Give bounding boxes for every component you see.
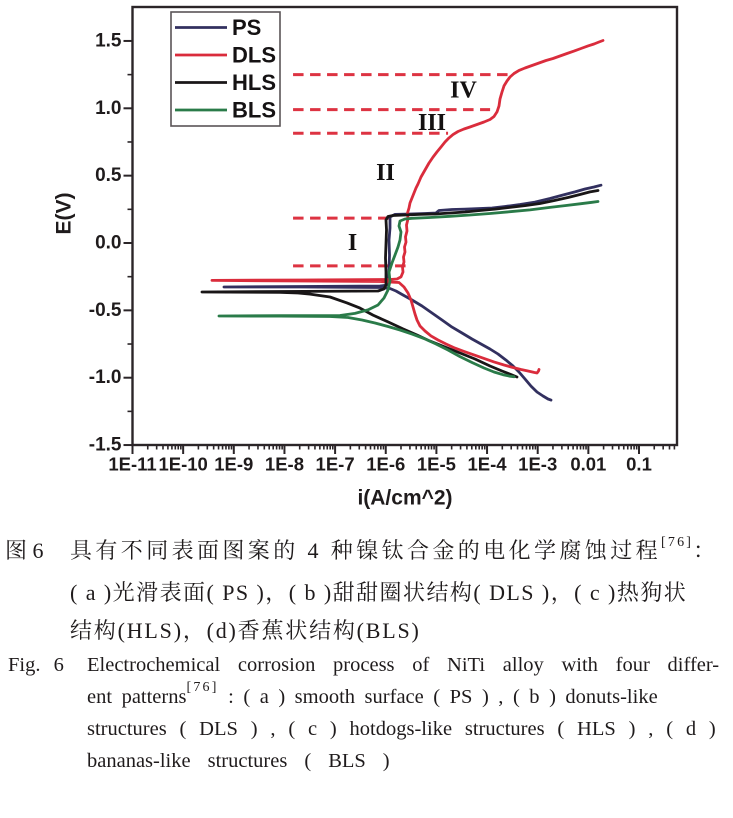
y-tick-label: 1.0 bbox=[95, 98, 121, 119]
region-label-ii: II bbox=[376, 160, 395, 186]
y-tick-label: 0.5 bbox=[95, 165, 122, 186]
legend-box bbox=[170, 11, 281, 127]
region-label-iii: III bbox=[418, 110, 446, 136]
x-tick-label: 1E-6 bbox=[366, 454, 405, 475]
y-tick-label: -1.5 bbox=[89, 435, 122, 456]
polarization-chart: 1E-11 1E-10 1E-9 1E-8 1E-7 1E-6 1E-5 1E-4 1E-3 0.… bbox=[53, 5, 679, 510]
caption-zh-line1-colon: ： bbox=[693, 538, 719, 563]
x-axis-title: i(A/cm^2) bbox=[357, 487, 452, 510]
plot-frame bbox=[131, 5, 679, 447]
y-tick-label: 0.0 bbox=[95, 233, 121, 254]
polarization-curves bbox=[200, 39, 605, 402]
x-tick-label: 1E-3 bbox=[518, 454, 557, 475]
caption-en-line4: bananas-like structures ( BLS ) bbox=[87, 750, 390, 772]
legend-label-ps: PS bbox=[232, 15, 261, 40]
x-axis-tick-labels: 1E-11 1E-10 1E-9 1E-8 1E-7 1E-6 1E-5 1E-4 1E-3 0.… bbox=[108, 454, 652, 475]
region-label-i: I bbox=[348, 230, 357, 256]
dashed-region-guides bbox=[293, 73, 509, 268]
x-tick-label: 0.1 bbox=[626, 454, 652, 475]
caption-zh-line2: ( a )光滑表面( PS )，( b )甜甜圈状结构( DLS )，( c )… bbox=[70, 580, 688, 605]
caption-zh-ref-superscript: [76] bbox=[661, 535, 694, 550]
x-tick-label: 1E-9 bbox=[214, 454, 253, 475]
caption-en-ref-superscript: [76] bbox=[186, 680, 219, 695]
caption-en-line3: structures ( DLS ) , ( c ) hotdogs-like … bbox=[87, 718, 716, 740]
caption-en-line2: ent patterns[76] : ( a ) smooth surface … bbox=[87, 681, 658, 709]
caption-en-line2-pre: ent patterns bbox=[87, 686, 187, 708]
legend-label-hls: HLS bbox=[232, 70, 276, 95]
x-tick-label: 1E-5 bbox=[417, 454, 456, 475]
region-label-iv: IV bbox=[450, 78, 477, 104]
x-tick-label: 0.01 bbox=[570, 454, 606, 475]
curve-bls bbox=[217, 200, 600, 379]
x-tick-label: 1E-4 bbox=[468, 454, 508, 475]
legend-label-bls: BLS bbox=[232, 98, 276, 123]
y-axis-ticks bbox=[123, 39, 133, 447]
x-tick-label: 1E-7 bbox=[316, 454, 355, 475]
caption-zh-line3: 结构(HLS)，(d)香蕉状结构(BLS) bbox=[70, 618, 421, 643]
curve-ps bbox=[222, 183, 603, 402]
y-tick-label: -1.0 bbox=[89, 367, 122, 388]
legend-label-dls: DLS bbox=[232, 43, 276, 68]
caption-zh-line1: 具有不同表面图案的 4 种镍钛合金的电化学腐蚀过程[76]： bbox=[70, 535, 719, 564]
caption-en-figure-label: Fig. 6 bbox=[8, 654, 64, 676]
x-tick-label: 1E-10 bbox=[158, 454, 207, 475]
y-tick-label: -0.5 bbox=[89, 300, 122, 321]
y-axis-title: E(V) bbox=[53, 193, 76, 235]
y-tick-label: 1.5 bbox=[95, 30, 122, 51]
y-axis-tick-labels: 1.5 1.0 0.5 0.0 -0.5 -1.0 -1.5 bbox=[89, 30, 122, 455]
x-tick-label: 1E-11 bbox=[108, 454, 156, 475]
curve-dls bbox=[210, 39, 605, 375]
caption-en-line2-post: : ( a ) smooth surface ( PS ) , ( b ) do… bbox=[218, 686, 658, 708]
caption-en-line1: Electrochemical corrosion process of NiT… bbox=[87, 654, 720, 676]
x-tick-label: 1E-8 bbox=[265, 454, 304, 475]
caption-zh-figure-label: 图 6 bbox=[5, 538, 44, 563]
caption-zh-line1-text: 具有不同表面图案的 4 种镍钛合金的电化学腐蚀过程 bbox=[70, 538, 662, 563]
